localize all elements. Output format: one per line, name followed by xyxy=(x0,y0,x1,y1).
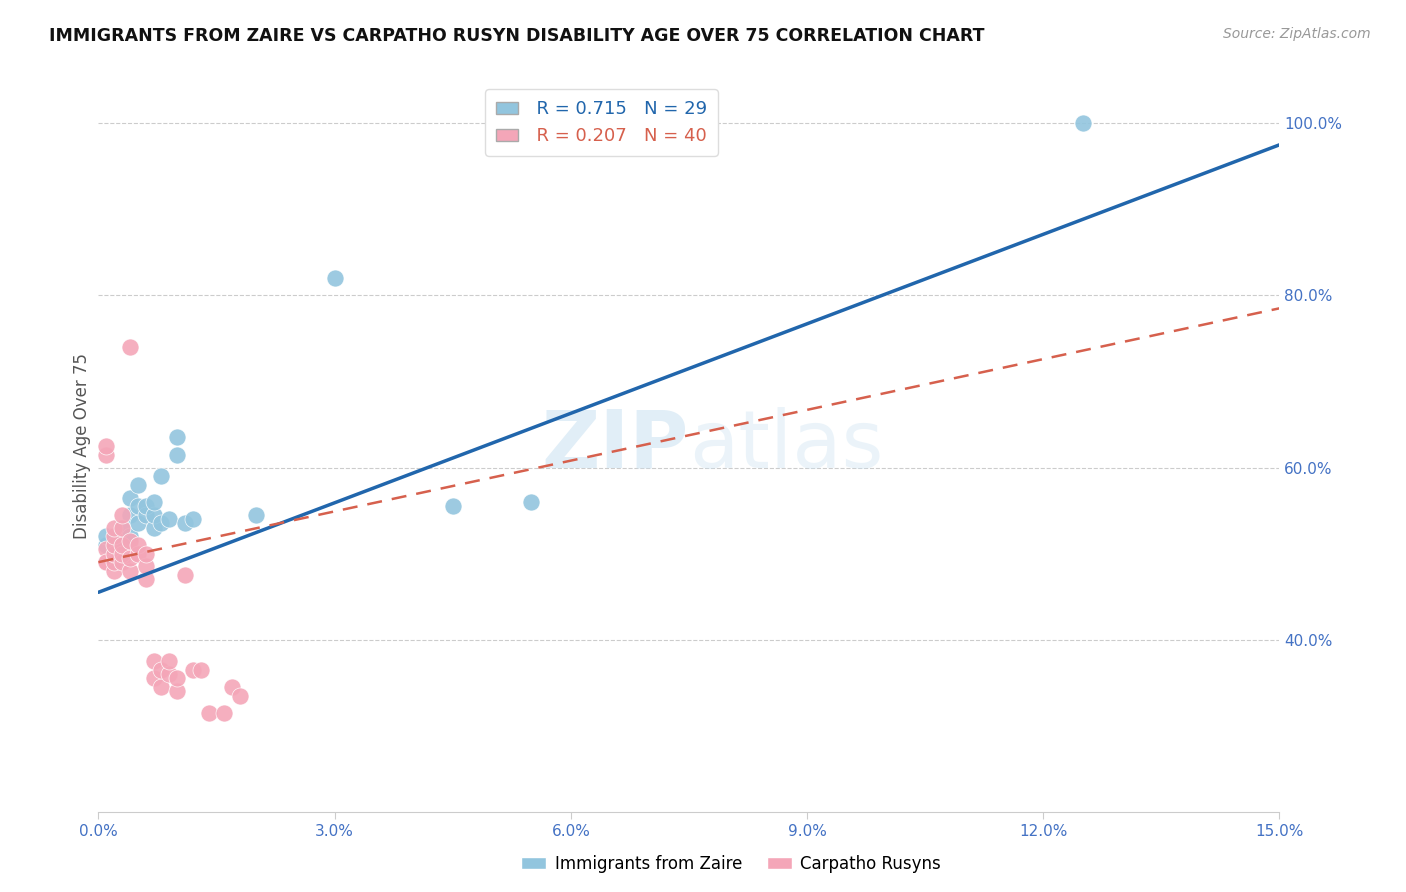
Point xyxy=(150,516,173,531)
Point xyxy=(118,533,141,548)
Y-axis label: Disability Age Over 75: Disability Age Over 75 xyxy=(73,353,91,539)
Point xyxy=(135,573,157,587)
Point xyxy=(111,533,134,548)
Point xyxy=(118,550,141,565)
Point xyxy=(157,512,180,526)
Point xyxy=(181,663,204,677)
Point xyxy=(111,538,134,552)
Text: Source: ZipAtlas.com: Source: ZipAtlas.com xyxy=(1223,27,1371,41)
Point xyxy=(118,508,141,522)
Point xyxy=(118,340,141,354)
Point xyxy=(157,654,180,668)
Point xyxy=(174,568,197,582)
Legend:   R = 0.715   N = 29,   R = 0.207   N = 40: R = 0.715 N = 29, R = 0.207 N = 40 xyxy=(485,89,718,156)
Point xyxy=(181,512,204,526)
Point xyxy=(127,547,149,561)
Point xyxy=(150,680,173,694)
Point xyxy=(118,564,141,578)
Point xyxy=(103,564,125,578)
Point xyxy=(150,469,173,483)
Point xyxy=(103,542,125,557)
Point xyxy=(111,521,134,535)
Point xyxy=(166,430,188,444)
Point xyxy=(111,508,134,522)
Point xyxy=(96,542,118,557)
Point xyxy=(197,706,219,720)
Point xyxy=(103,555,125,569)
Point xyxy=(150,663,173,677)
Point xyxy=(96,439,118,453)
Point xyxy=(142,495,165,509)
Point xyxy=(323,271,346,285)
Legend: Immigrants from Zaire, Carpatho Rusyns: Immigrants from Zaire, Carpatho Rusyns xyxy=(515,848,948,880)
Point xyxy=(142,521,165,535)
Point xyxy=(111,547,134,561)
Point xyxy=(118,491,141,505)
Point xyxy=(221,680,243,694)
Point xyxy=(142,508,165,522)
Point xyxy=(157,667,180,681)
Point xyxy=(441,500,464,514)
Point xyxy=(135,559,157,574)
Point xyxy=(166,448,188,462)
Point xyxy=(135,547,157,561)
Text: atlas: atlas xyxy=(689,407,883,485)
Point xyxy=(245,508,267,522)
Point xyxy=(96,555,118,569)
Point xyxy=(166,684,188,698)
Point xyxy=(190,663,212,677)
Point xyxy=(142,654,165,668)
Point xyxy=(229,689,252,703)
Point xyxy=(127,516,149,531)
Point xyxy=(166,671,188,685)
Point xyxy=(103,547,125,561)
Point xyxy=(127,538,149,552)
Point xyxy=(214,706,236,720)
Point xyxy=(135,500,157,514)
Text: IMMIGRANTS FROM ZAIRE VS CARPATHO RUSYN DISABILITY AGE OVER 75 CORRELATION CHART: IMMIGRANTS FROM ZAIRE VS CARPATHO RUSYN … xyxy=(49,27,984,45)
Point xyxy=(127,477,149,491)
Point xyxy=(127,500,149,514)
Text: ZIP: ZIP xyxy=(541,407,689,485)
Point xyxy=(103,538,125,552)
Point xyxy=(96,555,118,569)
Point xyxy=(142,671,165,685)
Point xyxy=(520,495,543,509)
Point xyxy=(135,508,157,522)
Point xyxy=(111,555,134,569)
Point xyxy=(111,521,134,535)
Point xyxy=(103,521,125,535)
Point xyxy=(174,516,197,531)
Point xyxy=(1071,116,1094,130)
Point xyxy=(96,538,118,552)
Point xyxy=(96,448,118,462)
Point xyxy=(103,529,125,543)
Point xyxy=(118,529,141,543)
Point xyxy=(96,529,118,543)
Point xyxy=(103,555,125,569)
